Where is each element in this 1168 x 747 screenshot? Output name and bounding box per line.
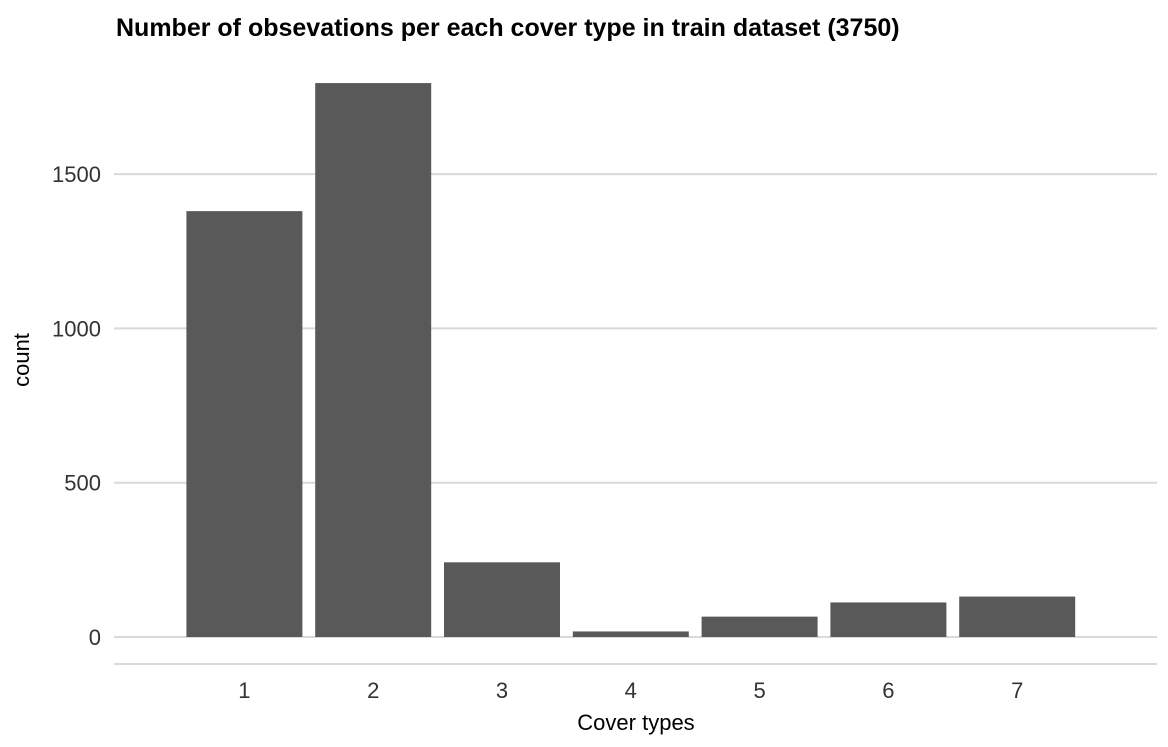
y-tick-label: 500 <box>64 471 101 496</box>
bar-cover-type-1 <box>186 211 303 637</box>
x-axis-ticks: 1 2 3 4 5 6 7 <box>238 678 1023 703</box>
chart-title: Number of obsevations per each cover typ… <box>116 14 900 42</box>
bar-cover-type-5 <box>701 616 818 637</box>
x-tick-label: 7 <box>1011 678 1023 703</box>
x-tick-label: 3 <box>496 678 508 703</box>
bar-cover-type-3 <box>444 562 560 637</box>
y-axis-ticks: 0 500 1000 1500 <box>52 162 101 650</box>
bars <box>186 83 1076 638</box>
x-tick-label: 1 <box>238 678 250 703</box>
y-axis-label: count <box>9 333 34 387</box>
x-axis-label: Cover types <box>577 710 694 735</box>
x-tick-label: 2 <box>367 678 379 703</box>
x-tick-label: 6 <box>882 678 894 703</box>
bar-cover-type-4 <box>572 631 689 637</box>
bar-cover-type-7 <box>959 596 1076 637</box>
bar-cover-type-2 <box>315 83 432 638</box>
bar-cover-type-6 <box>830 602 947 637</box>
x-tick-label: 4 <box>625 678 637 703</box>
y-tick-label: 1500 <box>52 162 101 187</box>
y-tick-label: 1000 <box>52 316 101 341</box>
y-tick-label: 0 <box>89 625 101 650</box>
x-tick-label: 5 <box>753 678 765 703</box>
